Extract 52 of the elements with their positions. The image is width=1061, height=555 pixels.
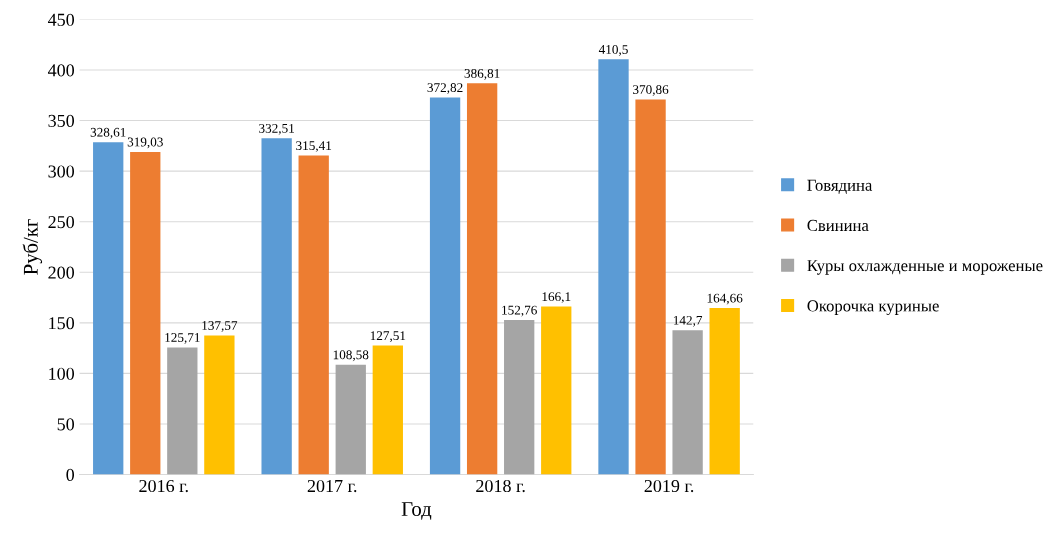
- data-label: 152,76: [502, 305, 537, 317]
- data-label: 328,61: [90, 127, 126, 139]
- x-tick-label: 2019 г.: [644, 479, 694, 493]
- x-tick-label: 2016 г.: [139, 479, 188, 493]
- y-tick-label: 400: [47, 64, 75, 77]
- data-label: 332,51: [259, 123, 294, 135]
- bar: [635, 99, 666, 475]
- y-tick-label: 50: [57, 418, 75, 431]
- data-label: 164,66: [707, 293, 743, 305]
- bar: [429, 97, 461, 475]
- legend-label: Говядина: [807, 179, 873, 194]
- bar: [93, 142, 124, 475]
- data-label: 125,71: [165, 333, 200, 344]
- data-label: 319,03: [127, 137, 163, 149]
- data-label: 166,1: [542, 292, 571, 303]
- y-axis-title: Руб/кг: [22, 219, 43, 275]
- bar: [466, 83, 498, 475]
- y-tick-label: 0: [66, 468, 75, 481]
- legend-label: Свинина: [807, 219, 869, 232]
- bar: [504, 320, 535, 475]
- bar: [598, 59, 629, 475]
- x-axis-title: Год: [401, 502, 432, 520]
- data-label: 370,86: [633, 85, 669, 96]
- bar: [204, 335, 235, 475]
- y-tick-label: 100: [49, 367, 75, 380]
- x-tick-label: 2017 г.: [307, 479, 357, 493]
- bar: [261, 138, 292, 475]
- data-label: 386,81: [464, 68, 500, 80]
- bar: [167, 347, 198, 475]
- data-label: 372,82: [427, 83, 463, 94]
- bar: [709, 308, 740, 475]
- y-tick-label: 450: [47, 13, 75, 26]
- bar: [541, 306, 572, 475]
- data-label: 137,57: [202, 321, 238, 332]
- x-tick-label: 2018 г.: [476, 479, 525, 493]
- data-label: 315,41: [296, 141, 332, 152]
- data-label: 410,5: [598, 45, 628, 56]
- y-tick-label: 200: [48, 266, 75, 279]
- bar: [335, 364, 366, 475]
- bar: [130, 151, 161, 475]
- legend-label: Куры охлажденные и мороженые: [807, 260, 1043, 275]
- data-label: 142,7: [673, 315, 703, 327]
- bar: [672, 330, 703, 475]
- legend-label: Окорочка куриные: [807, 300, 939, 315]
- y-tick-label: 300: [48, 165, 75, 178]
- bar: [372, 345, 403, 475]
- y-tick-label: 250: [48, 215, 75, 229]
- y-tick-label: 150: [49, 317, 75, 330]
- y-tick-label: 350: [48, 114, 75, 127]
- data-label: 127,51: [370, 331, 406, 343]
- bar: [298, 155, 329, 475]
- data-label: 108,58: [333, 350, 369, 362]
